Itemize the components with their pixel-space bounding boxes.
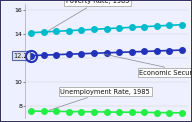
Text: Unemployment Rate, 1985: Unemployment Rate, 1985 [49, 89, 150, 110]
Text: Economic Security Index, 1985: Economic Security Index, 1985 [103, 54, 192, 76]
Text: 12.2: 12.2 [14, 53, 28, 59]
Text: Poverty Rate, 1985: Poverty Rate, 1985 [49, 0, 129, 30]
